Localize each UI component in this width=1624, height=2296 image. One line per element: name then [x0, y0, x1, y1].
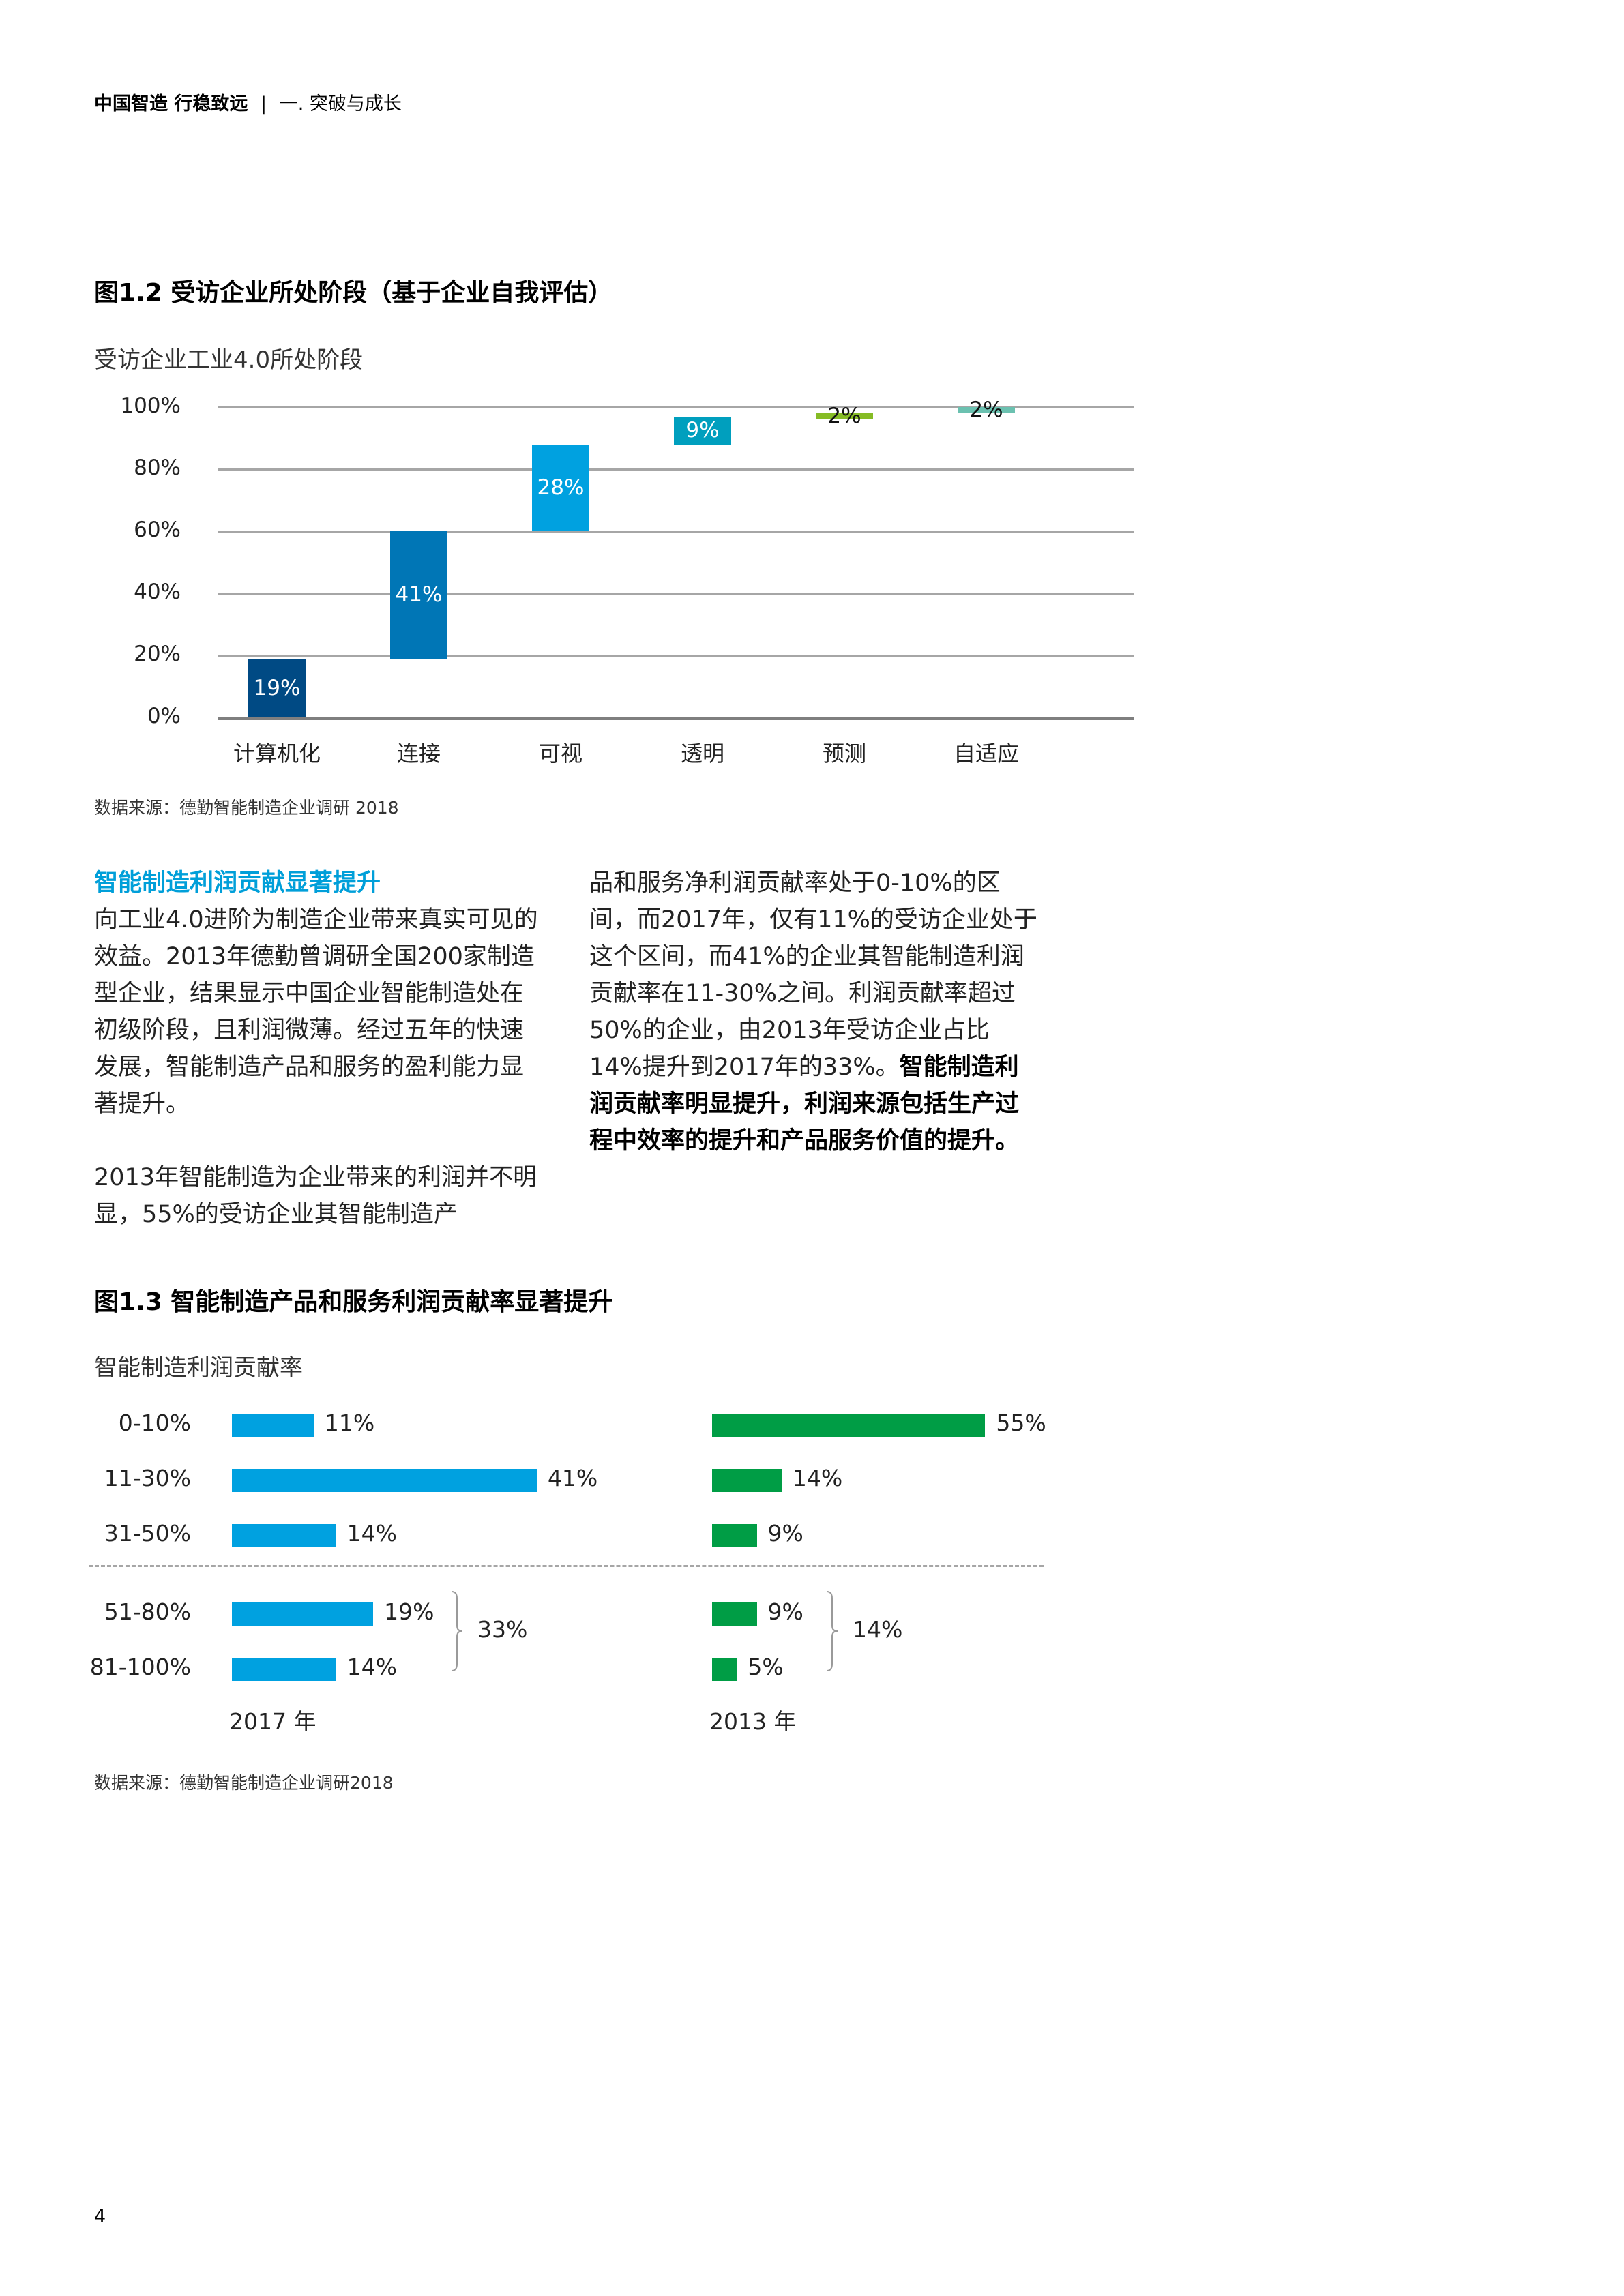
waterfall-chart: 0% 20% 40% 60% 80% 100% 19% 计算机化 41% 连接 28% 可视 9% 透明 2… — [89, 382, 1134, 766]
report-title: 中国智造 行稳致远 — [94, 93, 248, 115]
paragraph: 2013年智能制造为企业带来的利润并不明显，55%的受访企业其智能制造产 — [94, 1164, 537, 1228]
bar-2017 — [232, 1524, 336, 1547]
section-name: 一. 突破与成长 — [279, 93, 402, 115]
bar-value-label: 14% — [346, 1520, 397, 1547]
category-label: 11-30% — [104, 1465, 191, 1491]
figure-1-3-title: 图1.3 智能制造产品和服务利润贡献率显著提升 — [94, 1288, 613, 1316]
bar-2013 — [712, 1602, 757, 1626]
gridline — [218, 593, 1134, 595]
dashed-separator — [89, 1565, 1044, 1567]
series-label-2013: 2013 年 — [709, 1708, 797, 1735]
group-total-label: 33% — [477, 1616, 528, 1643]
bar-value-label: 9% — [767, 1598, 803, 1625]
bar-value-label: 9% — [767, 1520, 803, 1547]
bar-2013 — [712, 1414, 986, 1437]
x-axis-category-label: 计算机化 — [233, 741, 321, 766]
x-axis-category-label: 预测 — [822, 741, 866, 766]
figure-1-2-source: 数据来源：德勤智能制造企业调研 2018 — [94, 798, 399, 818]
waterfall-bar: 41% — [390, 531, 447, 659]
bar-value-label: 14% — [792, 1465, 843, 1491]
bar-2013 — [712, 1469, 782, 1492]
bar-2017 — [232, 1602, 374, 1626]
waterfall-bar: 2% — [958, 398, 1015, 422]
bar-value-label: 41% — [547, 1465, 598, 1491]
y-axis-tick-label: 80% — [134, 456, 181, 480]
gridline — [218, 468, 1134, 471]
y-axis-tick-label: 60% — [134, 518, 181, 542]
bar-value-label: 11% — [324, 1410, 375, 1436]
text-column-left: 智能制造利润贡献显著提升 向工业4.0进阶为制造企业带来真实可见的效益。2013… — [94, 865, 544, 1233]
brace-icon — [825, 1590, 840, 1671]
paragraph: 向工业4.0进阶为制造企业带来真实可见的效益。2013年德勤曾调研全国200家制… — [94, 906, 538, 1118]
category-label: 81-100% — [89, 1654, 191, 1680]
figure-1-3-source: 数据来源：德勤智能制造企业调研2018 — [94, 1773, 394, 1793]
group-total-label: 14% — [853, 1616, 903, 1643]
bar-value-label: 41% — [395, 582, 443, 608]
bar-value-label: 9% — [685, 418, 720, 443]
bar-value-label: 5% — [748, 1654, 784, 1680]
figure-1-2-subtitle: 受访企业工业4.0所处阶段 — [94, 346, 364, 374]
bar-value-label: 19% — [384, 1598, 434, 1625]
paragraph-emphasis: 智能制造利润贡献率明显提升，利润来源包括生产过程中效率的提升和产品服务价值的提升… — [589, 1054, 1020, 1154]
gridline — [218, 406, 1134, 408]
section-heading: 智能制造利润贡献显著提升 — [94, 869, 381, 897]
category-label: 31-50% — [104, 1520, 191, 1547]
x-axis-category-label: 自适应 — [953, 741, 1019, 766]
y-axis-tick-label: 20% — [134, 642, 181, 666]
gridline — [218, 531, 1134, 533]
waterfall-bar: 19% — [248, 658, 306, 717]
waterfall-bar: 9% — [674, 416, 731, 445]
x-axis-category-label: 可视 — [538, 741, 582, 766]
figure-1-3-subtitle: 智能制造利润贡献率 — [94, 1354, 303, 1382]
header-separator: | — [261, 93, 267, 115]
y-axis-tick-label: 40% — [134, 580, 181, 604]
series-label-2017: 2017 年 — [229, 1708, 316, 1735]
category-label: 51-80% — [104, 1598, 191, 1625]
x-axis-category-label: 透明 — [680, 741, 724, 766]
bar-value-label: 2% — [827, 404, 861, 429]
x-axis-category-label: 连接 — [396, 741, 441, 766]
waterfall-bar: 2% — [816, 404, 873, 428]
x-axis-baseline — [218, 717, 1134, 720]
brace-icon — [450, 1590, 465, 1671]
figure-1-2-title: 图1.2 受访企业所处阶段（基于企业自我评估） — [94, 279, 613, 307]
bar-value-label: 55% — [996, 1410, 1046, 1436]
paragraph: 品和服务净利润贡献率处于0-10%的区间，而2017年，仅有11%的受访企业处于… — [589, 869, 1037, 1081]
category-label: 0-10% — [118, 1410, 191, 1436]
bar-2013 — [712, 1658, 737, 1681]
waterfall-bar: 28% — [532, 444, 589, 531]
bar-2017 — [232, 1469, 537, 1492]
y-axis-tick-label: 0% — [147, 704, 181, 728]
bar-value-label: 14% — [346, 1654, 397, 1680]
gridline — [218, 655, 1134, 657]
bar-value-label: 28% — [537, 475, 585, 501]
page-number: 4 — [94, 2206, 106, 2227]
bar-2017 — [232, 1414, 314, 1437]
bar-value-label: 19% — [253, 675, 301, 700]
y-axis-tick-label: 100% — [120, 393, 181, 418]
bar-value-label: 2% — [969, 398, 1003, 422]
bar-2013 — [712, 1524, 757, 1547]
bar-2017 — [232, 1658, 336, 1681]
running-header: 中国智造 行稳致远 | 一. 突破与成长 — [94, 89, 402, 115]
text-column-right: 品和服务净利润贡献率处于0-10%的区间，而2017年，仅有11%的受访企业处于… — [589, 865, 1039, 1159]
